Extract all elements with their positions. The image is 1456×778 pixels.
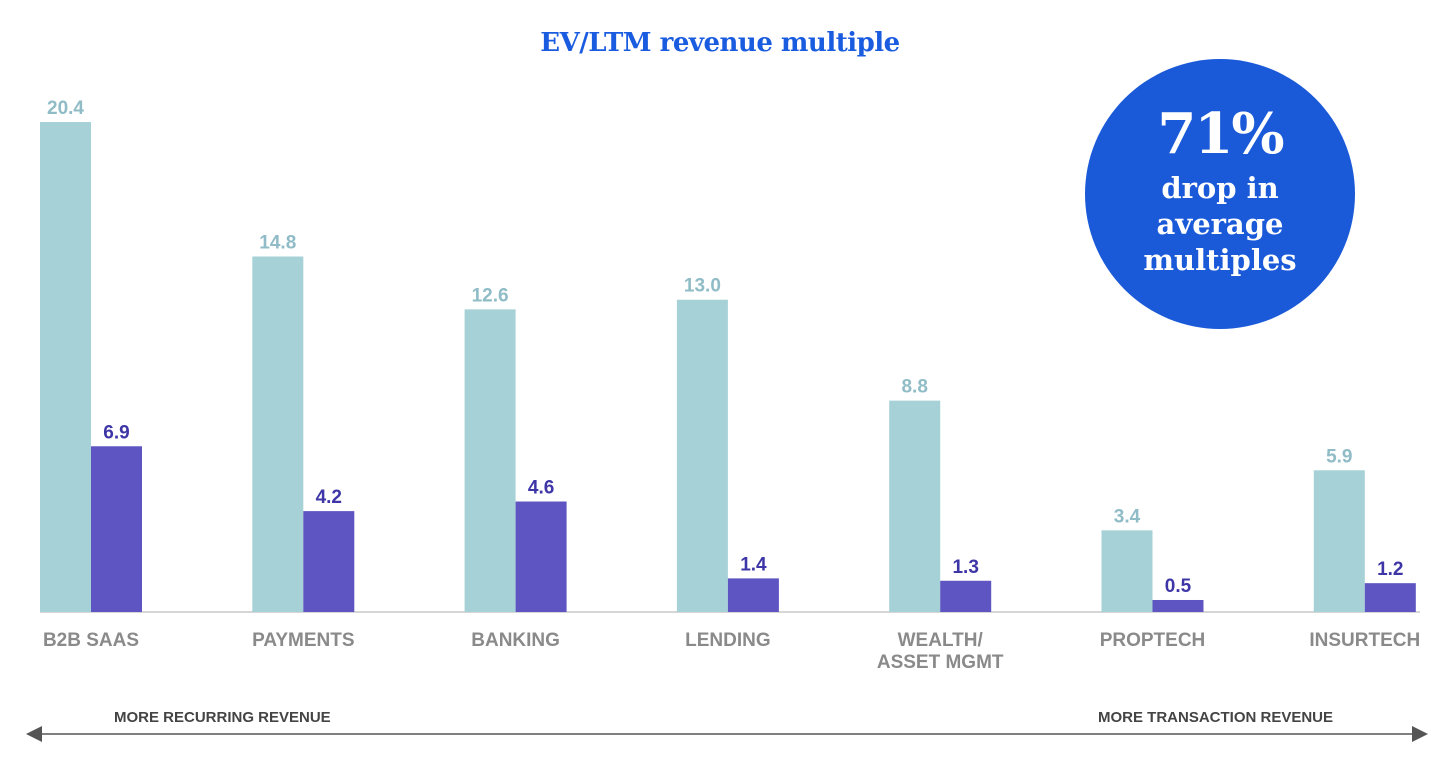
- callout-line-2: average: [1156, 207, 1284, 241]
- value-label-6-series-0: 5.9: [1326, 446, 1352, 467]
- bar-1-series-1: [303, 511, 355, 612]
- bar-6-series-0: [1313, 470, 1365, 612]
- category-label-0-line-0: B2B SAAS: [43, 630, 139, 651]
- bar-4-series-1: [940, 580, 992, 612]
- bar-0-series-1: [91, 446, 142, 612]
- category-label-4-line-0: WEALTH/: [898, 630, 984, 651]
- arrow-left-head: [26, 726, 42, 742]
- callout-percent: 71%: [1157, 101, 1284, 167]
- bar-5-series-1: [1152, 599, 1204, 612]
- category-label-1-line-0: PAYMENTS: [252, 630, 354, 651]
- value-label-0-series-1: 6.9: [103, 422, 129, 443]
- category-label-5-line-0: PROPTECH: [1100, 630, 1206, 651]
- bar-2-series-1: [515, 501, 567, 612]
- bar-1-series-0: [252, 256, 304, 612]
- bar-0-series-0: [40, 122, 91, 612]
- bar-3-series-0: [676, 299, 728, 612]
- category-label-2-line-0: BANKING: [471, 630, 560, 651]
- value-label-2-series-1: 4.6: [528, 478, 554, 499]
- recurring-revenue-label: MORE RECURRING REVENUE: [114, 709, 331, 726]
- value-label-5-series-1: 0.5: [1165, 576, 1192, 597]
- callout-bubble: 71% drop in average multiples: [1085, 59, 1355, 329]
- category-label-3-line-0: LENDING: [685, 630, 771, 651]
- value-label-1-series-1: 4.2: [316, 487, 342, 508]
- value-label-6-series-1: 1.2: [1377, 559, 1403, 580]
- value-label-4-series-0: 8.8: [901, 377, 927, 398]
- chart-title: EV/LTM revenue multiple: [540, 28, 900, 58]
- callout-line-1: drop in: [1161, 171, 1279, 205]
- value-label-0-series-0: 20.4: [47, 98, 84, 119]
- value-label-3-series-1: 1.4: [740, 554, 767, 575]
- arrow-right-head: [1412, 726, 1428, 742]
- category-label-6-line-0: INSURTECH: [1309, 630, 1420, 651]
- bar-4-series-0: [889, 400, 941, 612]
- value-label-4-series-1: 1.3: [952, 557, 978, 578]
- value-label-2-series-0: 12.6: [472, 285, 509, 306]
- callout-line-3: multiples: [1143, 243, 1297, 277]
- bar-2-series-0: [464, 309, 516, 612]
- bar-6-series-1: [1364, 583, 1416, 612]
- bar-5-series-0: [1101, 530, 1153, 612]
- value-label-3-series-0: 13.0: [684, 276, 721, 297]
- bar-3-series-1: [727, 578, 779, 612]
- value-label-5-series-0: 3.4: [1114, 506, 1141, 527]
- value-label-1-series-0: 14.8: [259, 233, 296, 254]
- transaction-revenue-label: MORE TRANSACTION REVENUE: [1098, 709, 1334, 726]
- category-label-4-line-1: ASSET MGMT: [877, 652, 1004, 673]
